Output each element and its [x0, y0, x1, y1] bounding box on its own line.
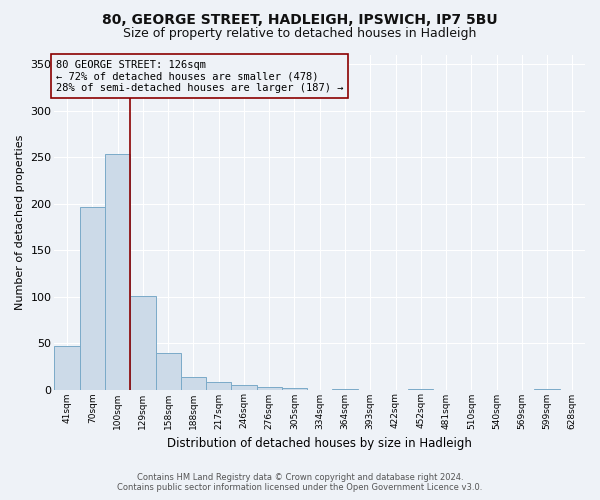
Bar [206, 382, 232, 390]
Bar [535, 388, 560, 390]
X-axis label: Distribution of detached houses by size in Hadleigh: Distribution of detached houses by size … [167, 437, 472, 450]
Bar [181, 376, 206, 390]
Bar [105, 154, 130, 390]
Text: 80, GEORGE STREET, HADLEIGH, IPSWICH, IP7 5BU: 80, GEORGE STREET, HADLEIGH, IPSWICH, IP… [102, 12, 498, 26]
Text: Size of property relative to detached houses in Hadleigh: Size of property relative to detached ho… [124, 28, 476, 40]
Bar [257, 386, 282, 390]
Bar [130, 296, 155, 390]
Bar [55, 346, 80, 390]
Bar [232, 385, 257, 390]
Bar [408, 388, 433, 390]
Y-axis label: Number of detached properties: Number of detached properties [15, 134, 25, 310]
Text: 80 GEORGE STREET: 126sqm
← 72% of detached houses are smaller (478)
28% of semi-: 80 GEORGE STREET: 126sqm ← 72% of detach… [56, 60, 343, 93]
Bar [155, 354, 181, 390]
Text: Contains HM Land Registry data © Crown copyright and database right 2024.
Contai: Contains HM Land Registry data © Crown c… [118, 473, 482, 492]
Bar [282, 388, 307, 390]
Bar [80, 208, 105, 390]
Bar [332, 388, 358, 390]
